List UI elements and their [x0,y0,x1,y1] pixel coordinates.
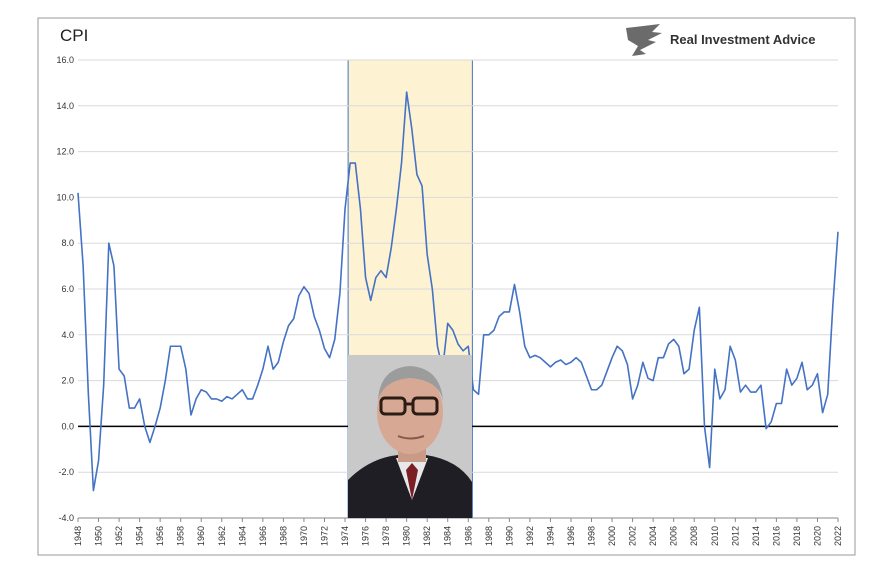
x-tick-label: 2008 [689,526,699,546]
x-tick-label: 1954 [135,526,145,546]
y-tick-label: 16.0 [56,55,74,65]
x-tick-label: 1962 [217,526,227,546]
x-tick-label: 1986 [463,526,473,546]
y-tick-label: 6.0 [61,284,74,294]
x-tick-label: 1990 [504,526,514,546]
x-tick-label: 1978 [381,526,391,546]
x-tick-label: 2006 [669,526,679,546]
x-tick-label: 2014 [751,526,761,546]
x-tick-label: 1956 [155,526,165,546]
x-tick-label: 2020 [812,526,822,546]
x-tick-label: 2016 [771,526,781,546]
x-tick-label: 1960 [196,526,206,546]
y-tick-label: -4.0 [58,513,74,523]
x-tick-label: 1980 [402,526,412,546]
x-tick-label: 1984 [443,526,453,546]
y-tick-label: 10.0 [56,192,74,202]
x-tick-label: 1948 [73,526,83,546]
y-tick-label: 12.0 [56,147,74,157]
x-tick-label: 1966 [258,526,268,546]
y-tick-label: 0.0 [61,421,74,431]
x-tick-label: 1996 [566,526,576,546]
x-tick-label: 1952 [114,526,124,546]
x-tick-label: 1958 [176,526,186,546]
brand-name: Real Investment Advice [670,32,815,47]
x-tick-label: 1994 [545,526,555,546]
cpi-line [77,91,839,492]
x-tick-label: 1968 [278,526,288,546]
brand-logo [626,24,662,56]
y-tick-label: -2.0 [58,467,74,477]
x-tick-label: 1970 [299,526,309,546]
x-tick-label: 2000 [607,526,617,546]
x-tick-label: 2004 [648,526,658,546]
x-tick-label: 1988 [484,526,494,546]
y-tick-label: 4.0 [61,330,74,340]
x-tick-label: 1992 [525,526,535,546]
y-tick-label: 8.0 [61,238,74,248]
y-tick-label: 2.0 [61,376,74,386]
x-tick-label: 1974 [340,526,350,546]
x-tick-label: 2022 [833,526,843,546]
chart-title: CPI [60,26,88,45]
x-tick-label: 2002 [628,526,638,546]
x-tick-label: 1964 [237,526,247,546]
x-tick-label: 1998 [587,526,597,546]
y-tick-label: 14.0 [56,101,74,111]
x-tick-label: 1950 [94,526,104,546]
x-tick-label: 1976 [361,526,371,546]
x-tick-label: 2018 [792,526,802,546]
x-tick-label: 2010 [710,526,720,546]
x-tick-label: 1982 [422,526,432,546]
x-tick-label: 1972 [319,526,329,546]
x-tick-label: 2012 [730,526,740,546]
portrait-photo [348,355,472,518]
